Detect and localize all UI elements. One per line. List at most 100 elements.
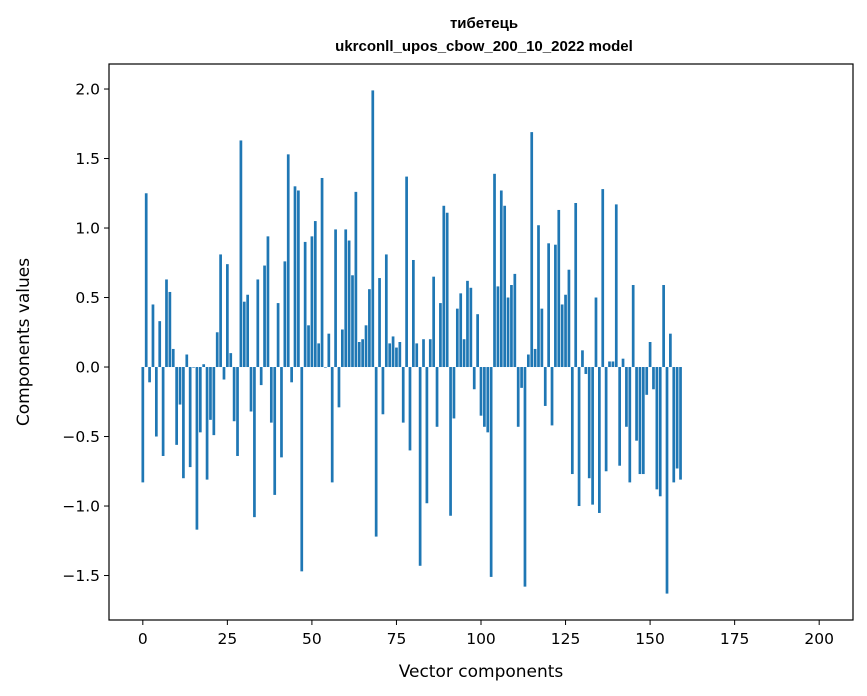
x-axis-label: Vector components (399, 662, 564, 682)
bar (276, 303, 280, 368)
bar (148, 367, 151, 383)
bar (307, 325, 310, 368)
bar (368, 289, 371, 368)
bar (476, 314, 479, 368)
bar (554, 244, 557, 368)
bar (608, 361, 611, 368)
bar (236, 367, 239, 456)
bar (246, 294, 250, 368)
y-tick-label: 1.5 (75, 150, 100, 168)
bar (151, 304, 155, 368)
bar (631, 285, 635, 368)
bar (202, 364, 206, 368)
y-tick-label: 0.5 (75, 289, 100, 307)
bar (401, 367, 405, 423)
bar (317, 343, 321, 368)
bars-group (141, 90, 682, 594)
bar (513, 273, 517, 368)
y-axis-label: Components values (14, 258, 34, 426)
x-tick-label: 0 (138, 630, 148, 648)
bar (412, 259, 415, 368)
bar (628, 367, 632, 483)
bar (357, 342, 361, 368)
bar (547, 243, 550, 368)
bar (165, 279, 168, 368)
bar (259, 367, 263, 386)
bar (570, 367, 574, 475)
bar (158, 321, 162, 368)
bar (652, 367, 655, 390)
bar (381, 367, 385, 415)
y-tick-label: 1.0 (75, 220, 100, 238)
bar (618, 367, 622, 466)
bar (391, 336, 395, 368)
bar (222, 367, 226, 380)
bar (560, 304, 564, 368)
bar (303, 241, 307, 368)
bar (144, 193, 148, 368)
bar (408, 367, 412, 451)
bar (472, 367, 476, 390)
bar (567, 269, 571, 368)
bar (273, 367, 277, 495)
x-axis-ticks: 0 25 50 75 100 125 150 175 200 (138, 620, 834, 648)
bar (526, 354, 530, 368)
bar (249, 367, 253, 412)
bar (648, 342, 652, 368)
bar (428, 339, 432, 368)
bar (161, 367, 165, 456)
bar (540, 308, 544, 368)
bar (337, 367, 341, 408)
bar (347, 240, 351, 368)
bar (300, 367, 304, 572)
x-tick-label: 75 (387, 630, 407, 648)
bar (418, 367, 422, 566)
bar (422, 339, 425, 368)
bar (256, 279, 260, 368)
bar (219, 254, 222, 368)
bar (340, 329, 344, 368)
bar (483, 367, 486, 427)
bar (489, 367, 493, 577)
bar (503, 205, 507, 368)
bar (658, 367, 662, 497)
bar (192, 367, 195, 368)
y-tick-label: −1.0 (62, 498, 100, 516)
bar (195, 367, 199, 530)
x-tick-label: 200 (804, 630, 834, 648)
bar (280, 367, 283, 458)
bar (466, 280, 469, 368)
bar (371, 90, 375, 368)
bar (364, 325, 368, 368)
chart-title-line2: ukrconll_upos_cbow_200_10_2022 model (335, 38, 633, 55)
bar (591, 367, 594, 505)
bar (675, 367, 679, 469)
bar (493, 173, 496, 368)
bar (171, 348, 175, 368)
bar (530, 132, 534, 368)
bar (625, 367, 628, 427)
bar (594, 297, 598, 368)
plot-frame (108, 63, 854, 621)
bar (641, 367, 645, 475)
x-tick-label: 25 (217, 630, 237, 648)
bar (215, 332, 219, 368)
bar (574, 203, 578, 368)
bar (263, 265, 266, 368)
bar (209, 367, 212, 420)
bar (459, 293, 463, 368)
bar (178, 367, 182, 405)
bar (425, 367, 429, 504)
bar (611, 361, 615, 368)
bar (253, 367, 256, 518)
bar (469, 287, 473, 368)
bar (550, 367, 554, 426)
bar (395, 347, 398, 368)
bar (330, 367, 334, 483)
x-tick-label: 175 (720, 630, 750, 648)
x-tick-label: 150 (635, 630, 665, 648)
bar (614, 204, 618, 368)
bar (537, 225, 540, 368)
bar (601, 189, 605, 368)
bar (439, 303, 442, 368)
